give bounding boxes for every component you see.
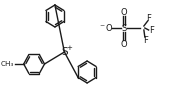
Text: F: F xyxy=(146,13,151,22)
Text: +: + xyxy=(67,45,73,51)
Text: O: O xyxy=(121,39,127,49)
Text: ⁻: ⁻ xyxy=(100,23,105,33)
Text: S: S xyxy=(121,23,127,33)
Text: S: S xyxy=(61,47,68,57)
Text: CH₃: CH₃ xyxy=(1,61,14,67)
Text: O: O xyxy=(121,8,127,16)
Text: F: F xyxy=(149,26,154,35)
Text: O: O xyxy=(105,23,112,33)
Text: F: F xyxy=(143,36,148,44)
